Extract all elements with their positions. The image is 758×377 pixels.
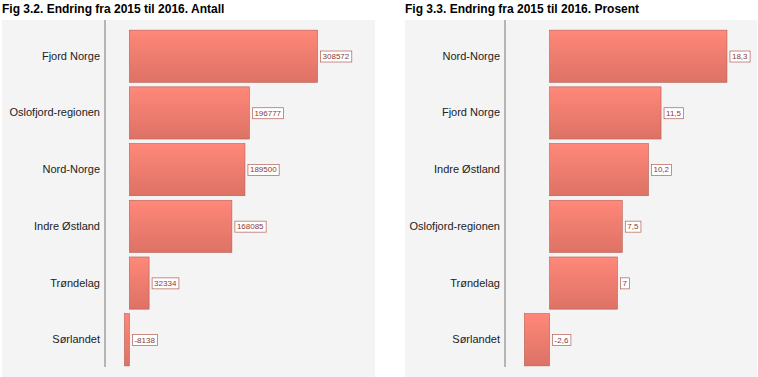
- bars: [124, 30, 317, 366]
- data-label: 196777: [252, 108, 283, 119]
- bar: [129, 200, 231, 252]
- data-label-box: [730, 51, 750, 62]
- data-label-text: 18,3: [732, 52, 748, 61]
- tick: Trøndelag: [450, 277, 500, 289]
- chart: Fig 3.2. Endring fra 2015 til 2016. Anta…: [2, 2, 375, 377]
- data-label-text: 7: [622, 279, 627, 288]
- data-label: 7: [620, 278, 629, 289]
- data-label-box: [152, 278, 179, 289]
- data-label-text: 11,5: [666, 109, 682, 118]
- tick-label: Trøndelag: [50, 277, 100, 289]
- data-label: 32334: [152, 278, 179, 289]
- data-label: 308572: [321, 51, 352, 62]
- tick: Indre Østland: [34, 220, 100, 232]
- plot-background: [2, 20, 375, 377]
- tick: Fjord Norge: [442, 106, 500, 118]
- bar: [129, 87, 249, 139]
- data-label: 11,5: [664, 108, 684, 119]
- bar: [550, 200, 623, 252]
- category-axis: Nord-Norge Fjord Norge Indre Østland Oslofj…: [410, 50, 501, 346]
- bar: [550, 257, 618, 309]
- axis-line: [505, 20, 506, 367]
- data-label: -2,6: [553, 335, 571, 346]
- bar: [129, 30, 317, 82]
- tick: Nord-Norge: [443, 50, 500, 62]
- tick: Fjord Norge: [42, 50, 100, 62]
- data-label-text: -8138: [134, 336, 155, 345]
- data-label: 168085: [235, 221, 266, 232]
- data-label-text: 7,5: [627, 222, 639, 231]
- bar: [124, 314, 129, 366]
- tick-label: Fjord Norge: [442, 106, 500, 118]
- chart: Fig 3.3. Endring fra 2015 til 2016. Pros…: [405, 2, 757, 377]
- data-labels: 308572 196777 189500 168085 32334 -8138: [132, 51, 351, 346]
- tick-label: Sørlandet: [452, 333, 500, 345]
- data-label-text: 32334: [154, 279, 177, 288]
- bar: [129, 257, 149, 309]
- data-label-box: [252, 108, 283, 119]
- tick: Sørlandet: [52, 333, 100, 345]
- bar: [550, 30, 727, 82]
- data-label-box: [321, 51, 352, 62]
- data-label-box: [132, 335, 157, 346]
- tick: Oslofjord-regionen: [10, 106, 101, 118]
- bar: [550, 87, 661, 139]
- data-label-box: [651, 164, 671, 175]
- plot-background: [405, 20, 757, 377]
- data-label-text: 308572: [323, 52, 350, 61]
- data-label-box: [620, 278, 629, 289]
- data-label-text: 189500: [250, 165, 277, 174]
- bars: [524, 30, 727, 366]
- bar: [129, 144, 245, 196]
- data-label-box: [625, 221, 641, 232]
- data-label-text: 196777: [254, 109, 281, 118]
- data-label-text: 168085: [237, 222, 264, 231]
- tick: Trøndelag: [50, 277, 100, 289]
- tick-label: Fjord Norge: [42, 50, 100, 62]
- tick-label: Nord-Norge: [443, 50, 500, 62]
- data-label-box: [664, 108, 684, 119]
- data-label: 10,2: [651, 164, 671, 175]
- category-axis: Fjord Norge Oslofjord-regionen Nord-Norge I…: [10, 50, 101, 346]
- data-label: 189500: [248, 164, 279, 175]
- data-labels: 18,3 11,5 10,2 7,5 7 -2,6: [553, 51, 750, 346]
- tick: Nord-Norge: [43, 163, 100, 175]
- data-label: 7,5: [625, 221, 641, 232]
- chart-title: Fig 3.2. Endring fra 2015 til 2016. Anta…: [2, 2, 224, 16]
- tick-label: Indre Østland: [434, 163, 500, 175]
- figure: Fig 3.2. Endring fra 2015 til 2016. Anta…: [0, 0, 758, 377]
- data-label-text: -2,6: [555, 336, 569, 345]
- data-label-box: [553, 335, 571, 346]
- bar: [524, 314, 549, 366]
- data-label-text: 10,2: [653, 165, 669, 174]
- data-label: -8138: [132, 335, 157, 346]
- tick: Sørlandet: [452, 333, 500, 345]
- chart-title: Fig 3.3. Endring fra 2015 til 2016. Pros…: [405, 2, 639, 16]
- tick-label: Nord-Norge: [43, 163, 100, 175]
- data-label-box: [248, 164, 279, 175]
- axis-line: [105, 20, 106, 367]
- tick-label: Trøndelag: [450, 277, 500, 289]
- data-label-box: [235, 221, 266, 232]
- tick: Indre Østland: [434, 163, 500, 175]
- tick: Oslofjord-regionen: [410, 220, 501, 232]
- tick-label: Oslofjord-regionen: [410, 220, 501, 232]
- tick-label: Sørlandet: [52, 333, 100, 345]
- data-label: 18,3: [730, 51, 750, 62]
- bar: [550, 144, 649, 196]
- tick-label: Indre Østland: [34, 220, 100, 232]
- tick-label: Oslofjord-regionen: [10, 106, 101, 118]
